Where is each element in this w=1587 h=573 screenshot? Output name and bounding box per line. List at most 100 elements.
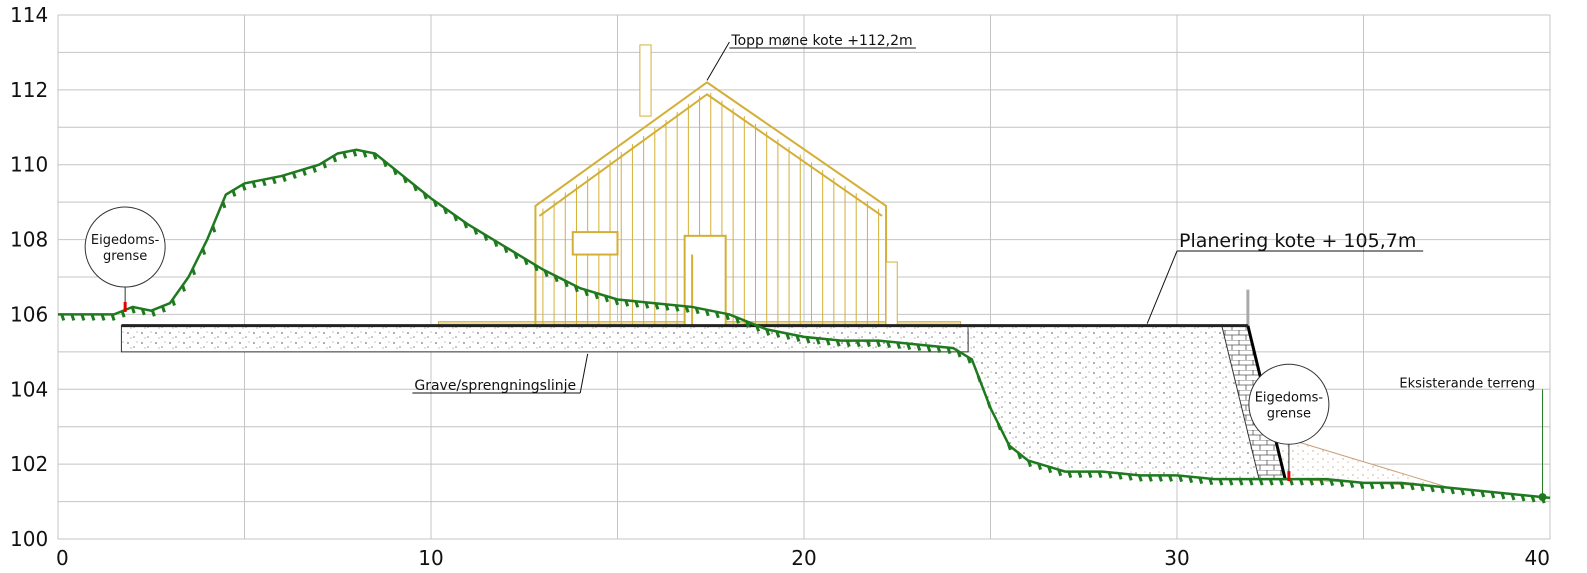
terrain-hatch (714, 311, 720, 319)
terrain-hatch (171, 299, 176, 307)
terrain-hatch (302, 168, 307, 176)
y-axis-ticks: 100 102 104 106 108 110 112 114 (10, 3, 48, 551)
terrain-hatch (100, 313, 106, 321)
terrain-hatch (1510, 493, 1516, 501)
terrain-hatch (1419, 484, 1425, 492)
terrain-hatch (654, 302, 660, 310)
terrain-hatch (422, 192, 428, 200)
terrain-hatch (775, 330, 781, 338)
terrain-hatch (1359, 482, 1365, 490)
terrain-hatch (90, 313, 96, 321)
terrain-hatch (1117, 472, 1123, 480)
property-boundary-label-line1: Eigedoms- (1255, 390, 1324, 405)
terrain-hatch (1057, 469, 1063, 477)
terrain-hatch (493, 240, 499, 248)
terrain-hatch (191, 268, 197, 276)
terrain-hatch (1470, 489, 1476, 497)
terrain-hatch (140, 308, 146, 316)
terrain-hatch (644, 301, 650, 309)
terrain-hatch (1198, 477, 1204, 485)
property-boundary-label-line2: grense (103, 249, 147, 264)
terrain-hatch (583, 289, 589, 297)
terrain-hatch (886, 341, 891, 349)
terrain-hatch (1178, 475, 1184, 483)
terrain-hatch (1369, 482, 1375, 490)
terrain-hatch (1158, 474, 1163, 482)
terrain-hatch (362, 150, 368, 158)
terrain-hatch (1299, 478, 1304, 486)
house-elevation (437, 44, 962, 327)
y-tick-label: 112 (10, 78, 48, 102)
terrain-hatch (1399, 482, 1405, 490)
terrain-hatch (664, 303, 670, 311)
terrain-hatch (1097, 471, 1103, 479)
terrain-hatch (1077, 471, 1083, 479)
terrain-hatch (1500, 492, 1506, 500)
terrain-hatch (1218, 478, 1224, 486)
y-tick-label: 106 (10, 302, 48, 326)
terrain-hatch (181, 284, 187, 292)
property-boundary-label-line1: Eigedoms- (91, 233, 160, 248)
terrain-hatch (825, 338, 831, 346)
existing-terrain-line (58, 148, 1551, 504)
house-chimney (639, 44, 652, 117)
terrain-hatch (513, 252, 519, 260)
terrain-hatch (543, 270, 549, 278)
terrain-hatch (1037, 463, 1043, 471)
terrain-hatch (936, 346, 942, 354)
terrain-hatch (1460, 488, 1466, 496)
terrain-hatch (130, 306, 136, 314)
terrain-hatch (684, 305, 690, 313)
terrain-hatch (1409, 483, 1415, 491)
terrain-hatch (735, 316, 740, 324)
terrain-hatch (1188, 476, 1194, 484)
terrain-hatch (110, 313, 116, 321)
terrain-hatch (946, 347, 952, 355)
terrain-hatch (815, 337, 821, 345)
terrain-hatch (382, 160, 388, 168)
terrain-hatch (211, 225, 217, 233)
terrain-hatch (1429, 485, 1435, 493)
terrain-hatch (1208, 478, 1214, 486)
terrain-hatch (281, 175, 287, 182)
terrain-hatch (624, 299, 630, 307)
terrain-hatch (241, 183, 247, 191)
terrain-hatch (1137, 474, 1143, 482)
terrain-hatch (1258, 478, 1264, 486)
y-tick-label: 104 (10, 377, 48, 401)
terrain-hatch (553, 275, 559, 283)
terrain-hatch (765, 328, 771, 336)
terrain-hatch (1530, 495, 1536, 503)
x-tick-label: 40 (1525, 546, 1550, 570)
terrain-hatch (755, 324, 761, 332)
terrain-hatch (412, 184, 418, 192)
terrain-hatch (573, 285, 579, 293)
terrain-hatch (150, 309, 156, 317)
y-tick-label: 114 (10, 3, 48, 27)
ridge-label: Topp møne kote +112,2m (730, 33, 912, 49)
existing-terrain-label: Eksisterande terreng (1399, 376, 1535, 391)
terrain-hatch (291, 171, 297, 179)
x-axis-ticks: 0 10 20 30 40 (56, 546, 1550, 570)
terrain-hatch (986, 401, 992, 409)
y-tick-label: 102 (10, 452, 48, 476)
excavation-label: Grave/sprengningslinje (414, 378, 576, 394)
terrain-hatch (201, 248, 207, 256)
terrain-hatch (312, 165, 317, 173)
terrain-hatch (1017, 452, 1022, 460)
terrain-hatch (1379, 482, 1385, 490)
terrain-hatch (60, 313, 66, 321)
terrain-hatch (533, 264, 539, 272)
x-tick-label: 30 (1164, 546, 1189, 570)
terrain-hatch (876, 340, 881, 348)
terrain-hatch (1268, 478, 1274, 486)
terrain-hatch (1450, 487, 1455, 495)
terrain-hatch (443, 207, 448, 215)
terrain-hatch (674, 304, 680, 312)
x-tick-label: 10 (418, 546, 443, 570)
house-roof-inner (538, 93, 883, 217)
terrain-hatch (271, 177, 277, 185)
terrain-hatch (855, 340, 861, 348)
